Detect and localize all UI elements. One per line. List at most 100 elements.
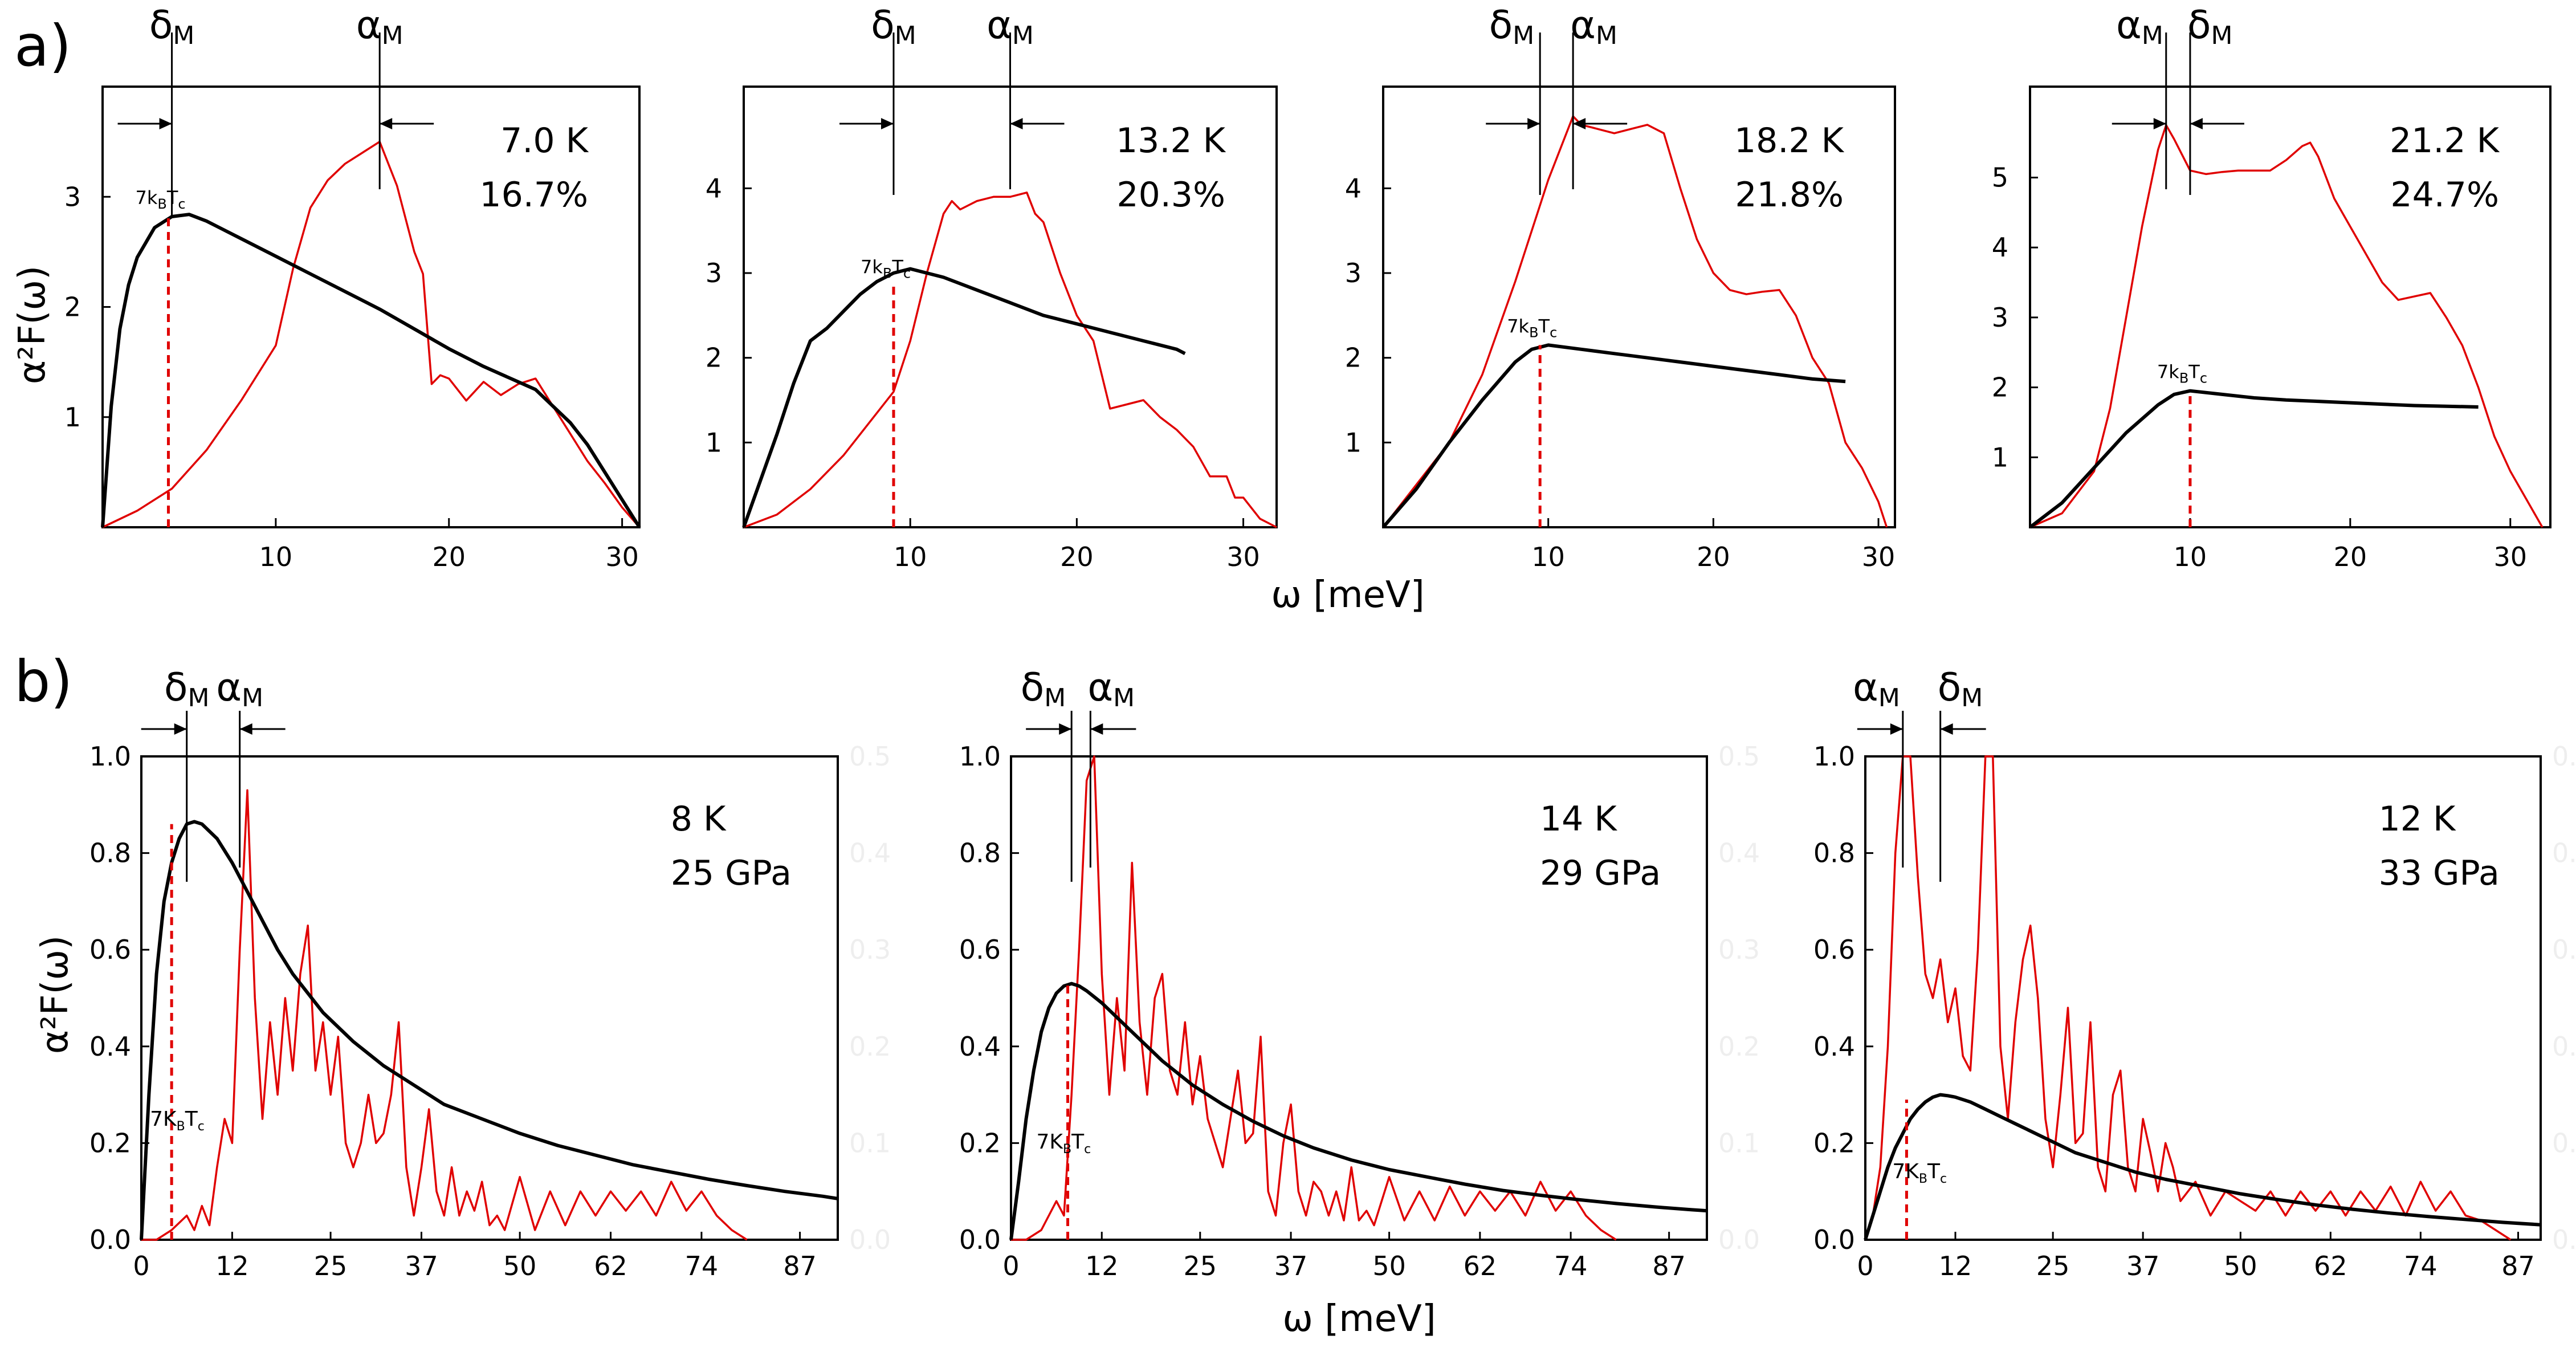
y-tick-label: 0.6	[89, 934, 131, 965]
y-tick-label: 0.8	[89, 838, 131, 869]
y-tick-label: 0.2	[1813, 1127, 1855, 1158]
x-tick-label: 12	[1085, 1251, 1119, 1281]
right-axis-ghost-label: 0.4	[849, 838, 891, 869]
x-tick-label: 0	[1002, 1251, 1019, 1281]
delta-label: δM	[1938, 665, 1983, 712]
delta-label: δM	[1021, 665, 1066, 712]
tc-label: 7kBTc	[861, 256, 911, 281]
x-tick-label: 37	[1274, 1251, 1308, 1281]
y-tick-label: 0.6	[1813, 934, 1855, 965]
y-tick-label: 1.0	[1813, 741, 1855, 772]
arrow-head	[1940, 723, 1953, 735]
tc-label: 7KBTc	[1037, 1130, 1091, 1157]
percentage-annotation: 20.3%	[1116, 175, 1225, 215]
x-tick-label: 87	[1652, 1251, 1686, 1281]
arrow-head	[1573, 118, 1586, 129]
chart-b-1: 0 12 25 37 50 62 74 87 0.0 0.0 0.2 0.1 0.4 0.2 0.6 0.3 0…	[89, 665, 891, 1281]
right-axis-ghost-label: 0.3	[1718, 934, 1760, 965]
x-tick-label: 30	[2493, 542, 2527, 572]
x-tick-label: 62	[2314, 1251, 2347, 1281]
x-tick-label: 20	[1697, 542, 1730, 572]
arrow-head	[239, 723, 252, 735]
x-tick-label: 87	[783, 1251, 817, 1281]
pressure-annotation: 25 GPa	[671, 853, 792, 893]
x-tick-label: 87	[2501, 1251, 2535, 1281]
temperature-annotation: 14 K	[1540, 799, 1617, 839]
right-axis-ghost-label: 0.5	[1718, 741, 1760, 772]
chart-b-3: 0 12 25 37 50 62 74 87 0.0 0.0 0.2 0.1 0.4 0.2 0.6 0.3 0…	[1813, 665, 2576, 1281]
tc-label: 7KBTc	[150, 1108, 205, 1134]
xlabel-row-b: ω [meV]	[1282, 1298, 1436, 1340]
chart-a-3: 10 20 30 1 2 3 4 7kBTc δM αM 18.2 K 21.8%	[1345, 3, 1896, 572]
alpha-label: αM	[1853, 665, 1900, 712]
y-tick-label: 3	[64, 181, 81, 212]
y-tick-label: 0.4	[89, 1031, 131, 1062]
tc-label: 7kBTc	[1507, 315, 1557, 340]
y-tick-label: 1	[706, 427, 722, 458]
chart-a-1: 10 20 30 1 2 3 7kBTc δM αM 7.0 K 16.7%	[64, 3, 641, 572]
x-tick-label: 74	[685, 1251, 719, 1281]
y-tick-label: 4	[1992, 232, 2008, 263]
percentage-annotation: 24.7%	[2390, 175, 2499, 215]
arrow-head	[1527, 118, 1540, 129]
x-tick-label: 25	[1184, 1251, 1217, 1281]
alpha-label: αM	[356, 3, 403, 50]
plot-frame	[140, 755, 839, 1241]
model-curve	[1864, 1093, 2541, 1240]
y-tick-label: 4	[706, 173, 722, 203]
y-tick-label: 0.0	[1813, 1224, 1855, 1255]
delta-label: δM	[164, 665, 210, 712]
plot-frame	[1382, 85, 1896, 528]
alpha-label: αM	[1570, 3, 1617, 50]
model-curve	[742, 267, 1186, 528]
x-tick-label: 30	[1862, 542, 1896, 572]
alpha-label: αM	[2116, 3, 2163, 50]
x-tick-label: 20	[2334, 542, 2367, 572]
temperature-annotation: 18.2 K	[1734, 121, 1845, 161]
x-tick-label: 50	[503, 1251, 537, 1281]
y-tick-label: 0.2	[89, 1127, 131, 1158]
spectrum-curve	[2029, 124, 2544, 528]
spectrum-curve	[141, 789, 748, 1241]
x-tick-label: 74	[2404, 1251, 2438, 1281]
model-curve	[1009, 982, 1707, 1240]
x-tick-label: 10	[894, 542, 927, 572]
y-tick-label: 3	[1992, 302, 2008, 333]
y-tick-label: 0.2	[959, 1127, 1001, 1158]
plot-frame	[1864, 755, 2542, 1241]
x-tick-label: 0	[1857, 1251, 1873, 1281]
pressure-annotation: 33 GPa	[2379, 853, 2500, 893]
y-tick-label: 2	[706, 343, 722, 373]
right-axis-ghost-label: 0.0	[1718, 1224, 1760, 1255]
panel-b-label: b)	[14, 648, 73, 715]
right-axis-ghost-label: 0.1	[849, 1127, 891, 1158]
x-tick-label: 25	[314, 1251, 348, 1281]
spectrum-curve	[743, 192, 1277, 528]
x-tick-label: 20	[1060, 542, 1094, 572]
percentage-annotation: 16.7%	[479, 175, 588, 215]
y-tick-label: 0.8	[1813, 838, 1855, 869]
alpha-label: αM	[1087, 665, 1135, 712]
y-tick-label: 1.0	[89, 741, 131, 772]
right-axis-ghost-label: 0.3	[2552, 934, 2576, 965]
arrow-head	[1890, 723, 1903, 735]
y-tick-label: 1.0	[959, 741, 1001, 772]
plot-frame	[2029, 85, 2551, 528]
x-tick-label: 10	[259, 542, 293, 572]
y-tick-label: 5	[1992, 162, 2008, 193]
x-tick-label: 20	[432, 542, 466, 572]
temperature-annotation: 7.0 K	[500, 121, 589, 161]
y-tick-label: 3	[706, 258, 722, 288]
panel-a-label: a)	[14, 13, 71, 79]
chart-b-2: 0 12 25 37 50 62 74 87 0.0 0.0 0.2 0.1 0.4 0.2 0.6 0.3 0…	[959, 665, 1760, 1281]
y-tick-label: 2	[64, 292, 81, 323]
arrow-head	[881, 118, 894, 129]
right-axis-ghost-label: 0.0	[849, 1224, 891, 1255]
xlabel-row-a: ω [meV]	[1271, 574, 1424, 616]
right-axis-ghost-label: 0.0	[2552, 1224, 2576, 1255]
arrow-head	[1059, 723, 1072, 735]
y-tick-label: 1	[1992, 442, 2008, 473]
arrow-head	[2190, 118, 2203, 129]
delta-label: δM	[149, 3, 195, 50]
x-tick-label: 10	[2174, 542, 2207, 572]
